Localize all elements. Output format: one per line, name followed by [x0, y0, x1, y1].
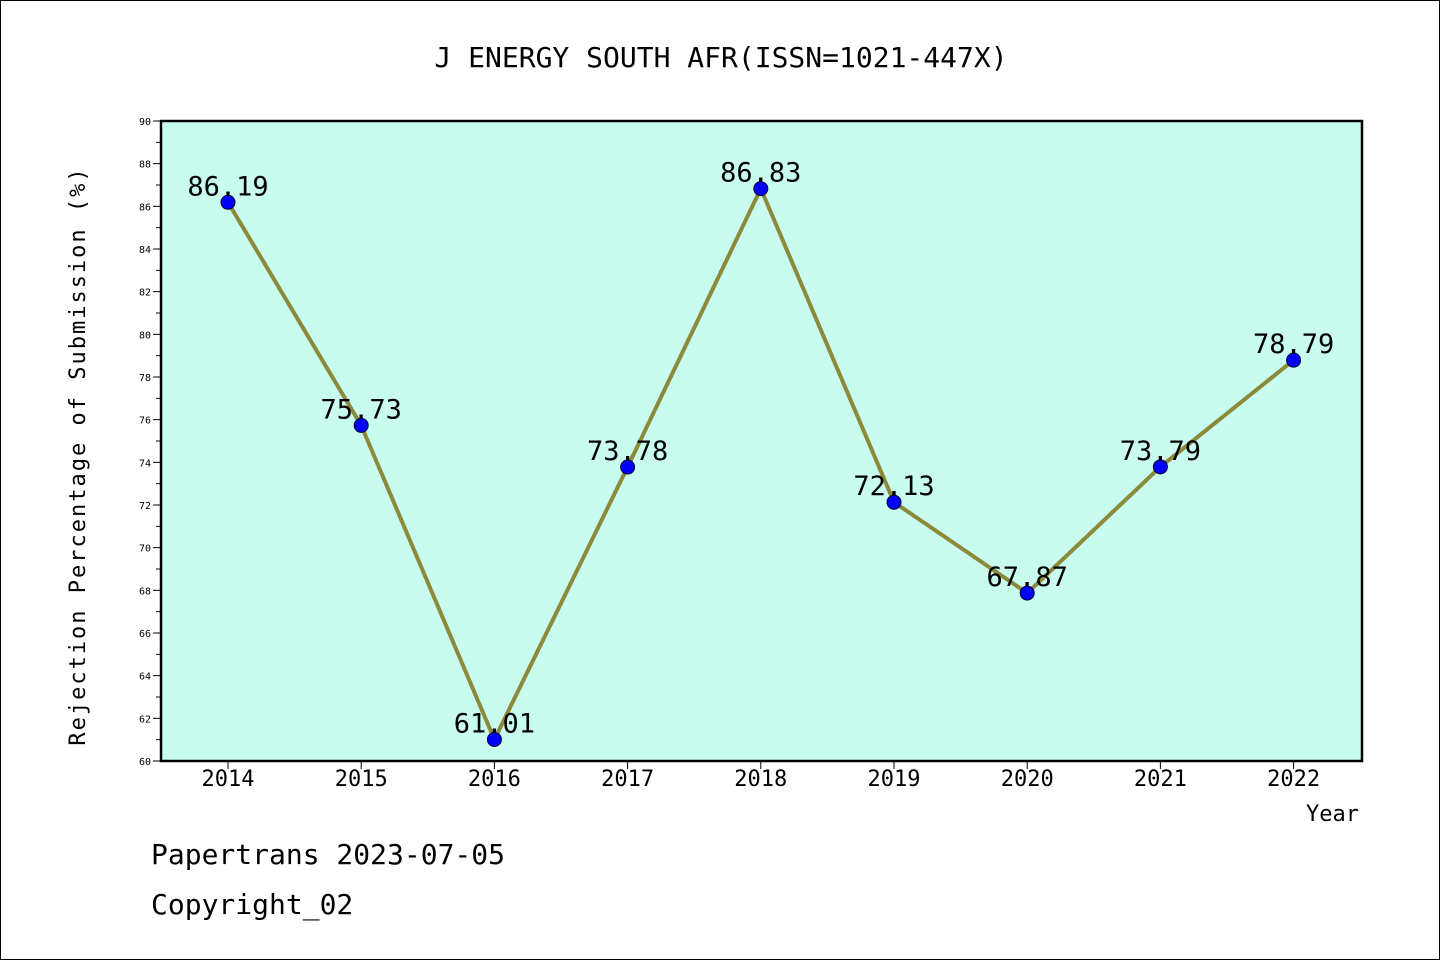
data-point-2022	[1286, 352, 1302, 368]
y-tick-label: 86	[139, 202, 151, 213]
x-tick-label: 2022	[1267, 767, 1320, 792]
data-label-2016: 61.01	[454, 708, 535, 739]
x-tick-label: 2014	[202, 767, 255, 792]
y-tick-label: 88	[139, 160, 151, 171]
data-label-2017: 73.78	[587, 436, 668, 467]
data-point-2020	[1019, 585, 1035, 601]
data-point-2018	[753, 181, 769, 197]
data-label-2018: 86.83	[720, 158, 801, 189]
x-tick-label: 2015	[335, 767, 388, 792]
y-tick-label: 60	[139, 757, 151, 768]
footer-copyright: Copyright_02	[151, 888, 353, 922]
x-tick-label: 2016	[468, 767, 521, 792]
y-tick-label: 78	[139, 373, 151, 384]
data-label-2014: 86.19	[187, 171, 268, 202]
plot-area	[161, 121, 1362, 761]
x-tick-label: 2017	[601, 767, 654, 792]
y-tick-label: 90	[139, 117, 151, 128]
data-label-2020: 67.87	[987, 562, 1068, 593]
data-point-2015	[353, 417, 369, 433]
data-point-2014	[220, 194, 236, 210]
x-tick-label: 2019	[868, 767, 921, 792]
data-point-2016	[486, 731, 502, 747]
y-axis-ticks: 60 62 64 66 68 70 72 74 76 78 80 82 84 86 88 90	[139, 117, 161, 768]
x-axis-ticks: 2014 2015 2016 2017 2018 2019 2020 2021 2022	[202, 761, 1320, 792]
footer-date: Papertrans 2023-07-05	[151, 838, 505, 871]
data-point-2021	[1152, 459, 1168, 475]
data-labels: 86.19 75.73 61.01 73.78 86.83 72.13 67.87 73.79…	[187, 158, 1334, 740]
y-tick-label: 62	[139, 714, 151, 725]
y-tick-label: 68	[139, 586, 151, 597]
x-axis-label: Year	[1306, 802, 1359, 827]
chart-title: J ENERGY SOUTH AFR(ISSN=1021-447X)	[434, 41, 1007, 74]
y-tick-label: 70	[139, 544, 151, 555]
y-tick-label: 76	[139, 416, 151, 427]
data-label-2015: 75.73	[321, 394, 402, 425]
series-markers	[220, 181, 1302, 747]
y-tick-label: 74	[139, 458, 151, 469]
data-point-2019	[886, 494, 902, 510]
x-tick-label: 2018	[734, 767, 787, 792]
y-tick-label: 84	[139, 245, 151, 256]
x-tick-label: 2021	[1134, 767, 1187, 792]
y-axis-label: Rejection Percentage of Submission (%)	[66, 166, 91, 745]
y-tick-label: 72	[139, 501, 151, 512]
x-tick-label: 2020	[1001, 767, 1054, 792]
y-tick-label: 82	[139, 288, 151, 299]
plot-border	[159, 119, 1364, 763]
data-label-2022: 78.79	[1253, 329, 1334, 360]
data-label-2021: 73.79	[1120, 436, 1201, 467]
data-label-2019: 72.13	[853, 471, 934, 502]
y-tick-label: 66	[139, 629, 151, 640]
y-tick-label: 80	[139, 330, 151, 341]
y-tick-label: 64	[139, 672, 151, 683]
data-point-2017	[620, 459, 636, 475]
